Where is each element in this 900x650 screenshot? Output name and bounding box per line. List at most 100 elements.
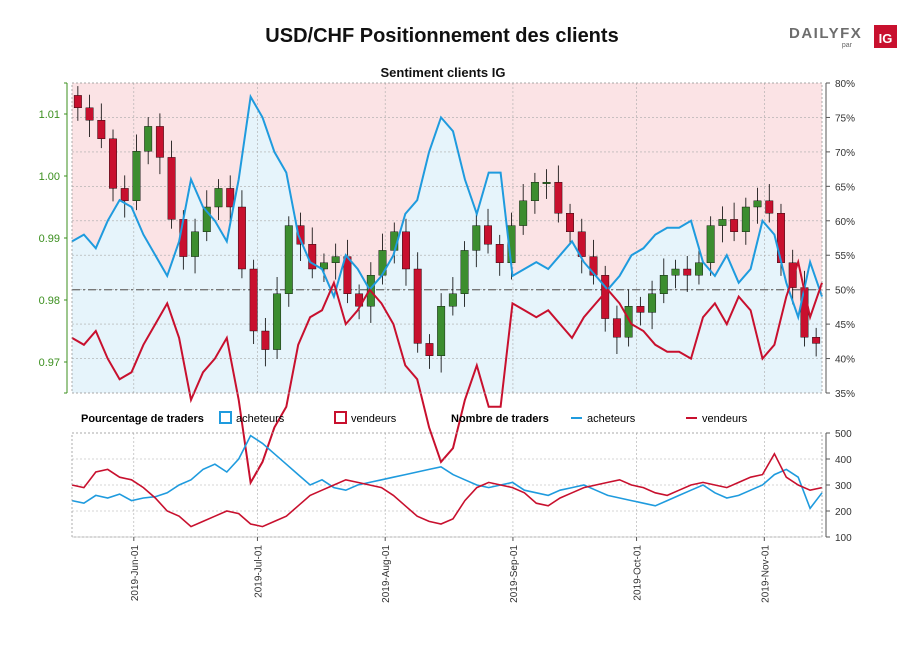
logo-sub: par [842,42,853,49]
candle-body [120,188,129,201]
candle-body [566,212,574,232]
subplot-title: Sentiment clients IG [381,65,506,80]
percent-tick-label: 35% [835,389,855,400]
candle-body [437,306,446,357]
chart-title: USD/CHF Positionnement des clients [265,25,618,47]
percent-tick-label: 40% [835,355,855,366]
date-tick-label: 2019-Jun-01 [130,545,141,602]
candle-body [695,262,703,276]
count-grid [72,432,822,538]
candle-body [542,181,551,184]
legend-pct-buy-swatch [219,411,232,424]
dailyfx-logo: DAILYFX par IG [789,25,897,49]
candle-body [624,306,633,338]
candle-body [730,219,739,232]
candle-body [753,200,762,208]
legend: Pourcentage de traders acheteurs vendeur… [81,411,748,425]
sentiment-lines [71,93,823,486]
date-tick-label: 2019-Sep-01 [509,545,520,603]
count-lines [71,434,823,528]
candle-body [425,343,434,356]
percent-tick-label: 75% [835,113,855,124]
logo-text: DAILYFX [789,25,862,42]
legend-count-sell: vendeurs [702,413,748,425]
candle-body [659,275,668,295]
price-axis: 0.97 0.98 0.99 1.00 1.01 [39,82,68,394]
count-tick-label: 100 [835,533,852,544]
candle-body [202,206,211,232]
legend-pct-buy: acheteurs [236,413,285,425]
price-tick-label: 0.97 [39,357,60,369]
candle-body [320,262,328,270]
count-tick-label: 200 [835,507,852,518]
candle-body [155,126,164,158]
logo-badge: IG [879,31,893,46]
candle-body [765,200,774,214]
candle-body [706,225,715,264]
price-tick-label: 1.00 [39,171,60,183]
percent-tick-label: 70% [835,148,855,159]
legend-pct-sell-swatch [334,411,347,424]
candle-body [495,243,504,263]
legend-pct-sell: vendeurs [351,413,397,425]
vendeurs-count-line [71,452,823,528]
candle-body [273,293,282,350]
percent-tick-label: 80% [835,79,855,90]
candle-body [636,306,645,313]
count-tick-label: 500 [835,429,852,440]
candle-body [261,330,270,350]
vendeurs-sentiment-line [71,258,823,486]
candle-body [484,225,492,245]
legend-count-buy: acheteurs [587,413,636,425]
candle-body [612,318,621,338]
price-tick-label: 0.98 [39,295,60,307]
candle-body [132,150,141,201]
candle-body [460,250,469,294]
candle-body [448,293,457,307]
candle-body [648,293,657,313]
percent-tick-label: 65% [835,182,855,193]
candle-body [109,138,117,189]
percent-axis: 35% 40% 45% 50% 55% 60% 65% 70% 75% 80% [825,79,855,400]
buyers-area [72,96,822,394]
candle-body [85,107,94,121]
date-tick-label: 2019-Nov-01 [760,545,771,603]
candle-body [331,256,340,264]
candle-body [214,188,223,208]
main-border [71,82,823,394]
percent-tick-label: 60% [835,217,855,228]
date-tick-label: 2019-Jul-01 [253,545,264,598]
candle-body [589,256,598,276]
legend-pct-label: Pourcentage de traders [81,413,204,425]
price-tick-label: 0.99 [39,233,60,245]
candle-body [519,200,528,226]
legend-count-label: Nombre de traders [451,413,549,425]
candle-body [249,268,258,332]
date-tick-label: 2019-Aug-01 [381,545,392,603]
candle-body [284,225,293,295]
candle-body [741,206,750,232]
candle-body [683,268,692,276]
candle-body [718,219,727,226]
candle-body [144,126,153,152]
candle-body [530,181,539,201]
candle-body [812,337,821,344]
percent-tick-label: 55% [835,251,855,262]
candle-body [472,225,481,251]
acheteurs-count-line [71,434,823,511]
count-tick-label: 300 [835,481,852,492]
candle-body [97,119,106,139]
count-border [71,432,823,538]
candle-body [167,157,176,220]
candle-body [237,206,246,270]
candle-body [191,231,199,257]
acheteurs-sentiment-line [71,93,823,321]
candle-body [777,212,785,263]
candle-body [554,181,563,214]
count-axis: 100 200 300 400 500 [825,429,852,544]
candle-body [73,95,82,109]
logo-badge-box [874,25,897,48]
candle-body [402,231,410,270]
date-tick-label: 2019-Oct-01 [633,545,644,601]
